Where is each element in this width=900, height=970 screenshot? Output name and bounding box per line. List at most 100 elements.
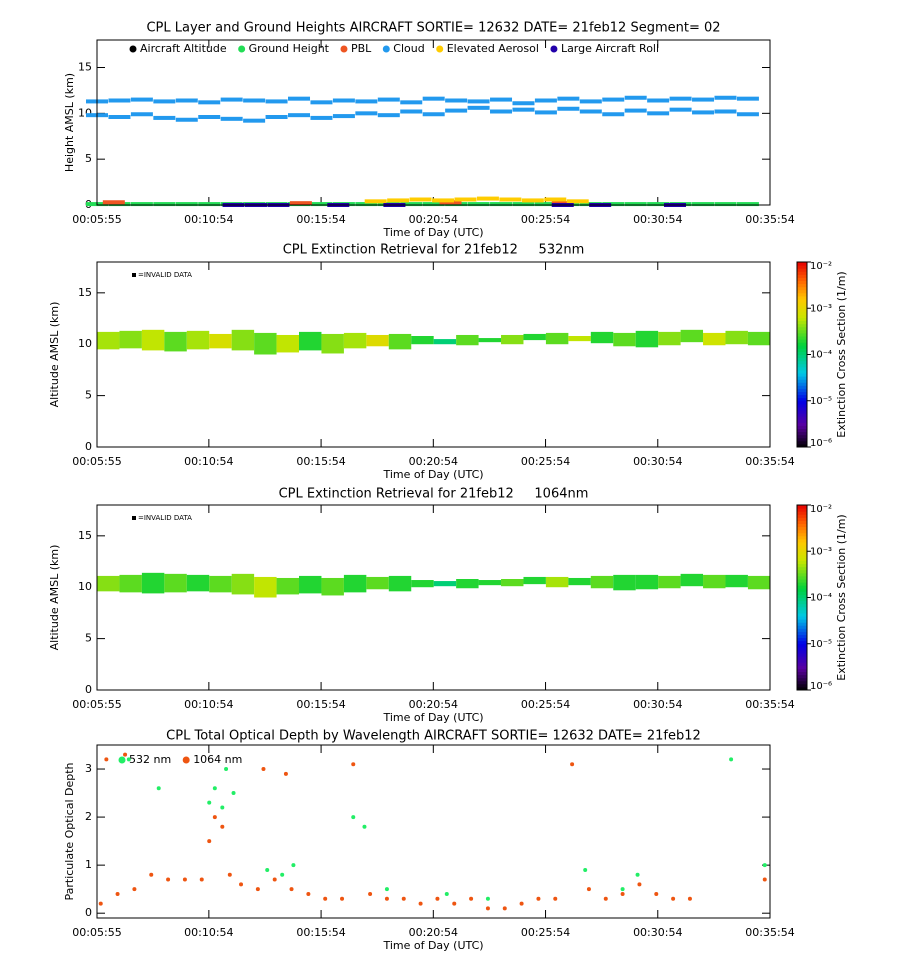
point: [647, 111, 670, 116]
chart-title: CPL Extinction Retrieval for 21feb12 106…: [279, 487, 589, 502]
chart-title: CPL Total Optical Depth by Wavelength AI…: [166, 729, 701, 744]
legend-marker: [550, 45, 558, 53]
colorbar-swatch: [797, 317, 807, 322]
x-tick-label: 00:30:54: [633, 455, 682, 468]
point: [635, 872, 640, 877]
colorbar-swatch: [797, 320, 807, 325]
legend-label: PBL: [351, 42, 372, 55]
point: [272, 877, 277, 882]
point: [647, 98, 670, 103]
point: [265, 115, 288, 119]
point: [512, 101, 535, 106]
colorbar-swatch: [797, 286, 807, 291]
point: [620, 891, 625, 896]
extinction-cell: [725, 574, 748, 588]
legend-marker: [340, 45, 348, 53]
x-tick-label: 00:10:54: [184, 455, 233, 468]
colorbar-swatch: [797, 376, 807, 380]
point: [624, 95, 647, 100]
colorbar-swatch: [797, 659, 807, 663]
colorbar-label: Extinction Cross Section (1/m): [835, 271, 848, 437]
point: [654, 891, 659, 896]
chart-title: CPL Extinction Retrieval for 21feb12 532…: [283, 243, 585, 258]
colorbar-swatch: [797, 354, 807, 359]
point: [445, 108, 468, 113]
point: [469, 896, 474, 901]
extinction-cell: [523, 576, 546, 585]
point: [130, 97, 153, 102]
point: [521, 198, 544, 203]
extinction-cell: [703, 332, 726, 346]
colorbar-swatch: [797, 369, 807, 374]
colorbar-swatch: [797, 585, 807, 589]
colorbar-swatch: [797, 600, 807, 605]
point: [108, 115, 131, 119]
legend-label: 532 nm: [129, 753, 171, 766]
colorbar-swatch: [797, 394, 807, 399]
colorbar-swatch: [797, 373, 807, 377]
point: [153, 99, 176, 104]
point: [355, 202, 378, 207]
colorbar-swatch: [797, 619, 807, 623]
point: [332, 98, 355, 103]
colorbar-swatch: [797, 591, 807, 595]
legend-label: Large Aircraft Roll: [561, 42, 659, 55]
point: [418, 901, 423, 906]
point: [289, 887, 294, 892]
point: [310, 202, 333, 207]
colorbar-swatch: [797, 643, 807, 648]
colorbar-swatch: [797, 283, 807, 288]
y-tick-label: 0: [85, 440, 92, 453]
plot-frame: [96, 261, 771, 448]
extinction-cell: [388, 333, 412, 350]
point: [289, 201, 312, 206]
colorbar-swatch: [797, 575, 807, 580]
extinction-cell: [209, 575, 232, 593]
point: [422, 202, 445, 207]
legend-label: Elevated Aerosol: [447, 42, 539, 55]
legend-marker: [238, 45, 246, 53]
point: [115, 891, 120, 896]
extinction-cell: [501, 579, 524, 587]
colorbar-swatch: [797, 529, 807, 534]
colorbar-swatch: [797, 508, 807, 512]
colorbar-swatch: [797, 277, 807, 281]
colorbar-swatch: [797, 351, 807, 355]
plot-frame: [96, 504, 771, 691]
point: [602, 97, 625, 102]
colorbar-swatch: [797, 511, 807, 515]
x-axis-label: Time of Day (UTC): [382, 226, 483, 239]
y-tick-label: 15: [78, 529, 92, 542]
colorbar-swatch: [797, 671, 807, 676]
x-tick-label: 00:30:54: [633, 926, 682, 939]
point: [220, 805, 225, 810]
point: [445, 98, 468, 103]
colorbar-swatch: [797, 265, 807, 269]
point: [490, 109, 513, 114]
extinction-cell: [254, 332, 277, 355]
extinction-cell: [254, 576, 277, 598]
legend-marker: [182, 756, 190, 764]
point: [422, 96, 445, 101]
point: [736, 202, 759, 207]
colorbar-swatch: [797, 622, 807, 626]
point: [432, 198, 455, 203]
point: [377, 113, 400, 118]
point: [736, 96, 759, 101]
extinction-cell: [590, 331, 614, 344]
point: [261, 767, 266, 772]
point: [490, 97, 513, 102]
point: [265, 867, 270, 872]
point: [156, 786, 161, 791]
legend-label: Ground Height: [249, 42, 330, 55]
colorbar-swatch: [797, 332, 807, 337]
colorbar-swatch: [797, 271, 807, 275]
point: [624, 202, 647, 207]
colorbar-tick-label: 10⁻⁵: [810, 639, 832, 650]
point: [583, 867, 588, 872]
point: [108, 98, 131, 103]
colorbar-tick-label: 10⁻²: [810, 261, 832, 272]
colorbar-swatch: [797, 542, 807, 546]
point: [149, 872, 154, 877]
y-axis-label: Altitude AMSL (km): [48, 545, 61, 651]
